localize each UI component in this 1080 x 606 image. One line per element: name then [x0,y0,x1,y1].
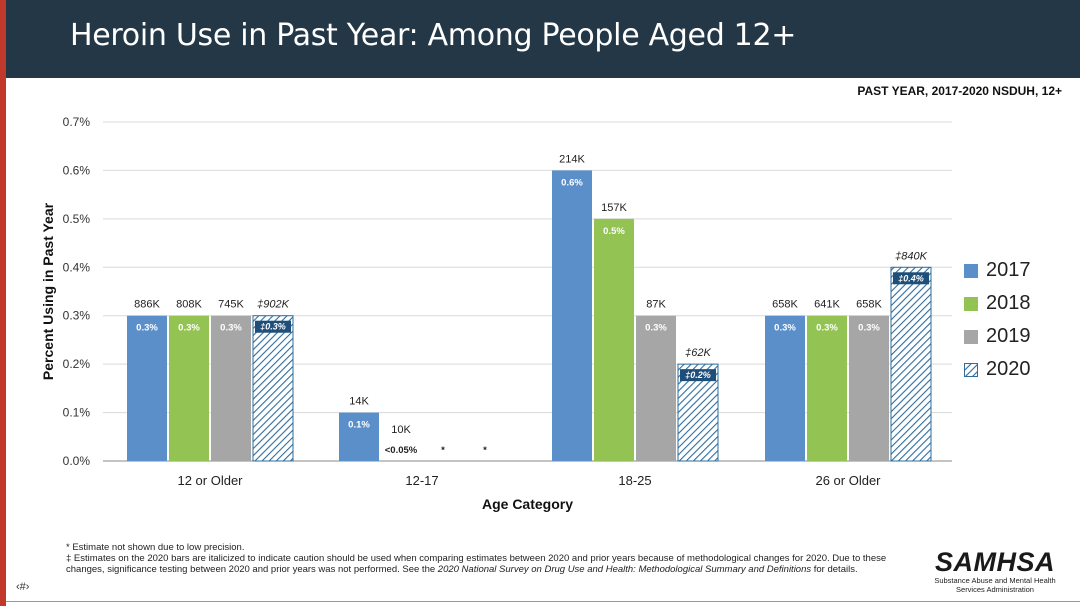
source-tag: PAST YEAR, 2017-2020 NSDUH, 12+ [857,84,1062,98]
y-axis-label: Percent Using in Past Year [40,202,56,380]
y-tick-label: 0.6% [63,163,91,177]
data-label: 0.3% [136,323,158,334]
x-axis-label: Age Category [482,496,573,512]
bar-2017-0 [127,315,167,461]
data-label: ‡0.2% [685,370,711,380]
count-label: 157K [601,202,627,214]
data-label-box [893,272,929,285]
bar-2018-3 [807,315,847,461]
accent-bar [0,0,6,606]
legend-swatch-2019 [964,329,978,344]
count-label: 886K [134,299,160,311]
x-tick-label: 12-17 [405,473,438,488]
count-label: ‡840K [895,250,927,262]
count-label: 641K [814,299,840,311]
data-label: * [483,445,487,456]
footnote-2020-text-a: ‡ Estimates on the 2020 bars are italici… [66,553,887,575]
data-label: 0.3% [178,323,200,334]
data-label: 0.5% [603,226,625,237]
x-tick-label: 26 or Older [815,473,881,488]
footnotes: * Estimate not shown due to low precisio… [66,542,906,575]
data-label: <0.05% [385,445,418,456]
data-label: 0.3% [858,323,880,334]
logo-subtitle: Substance Abuse and Mental Health Servic… [934,576,1056,594]
bar-2017-1 [339,412,379,461]
count-label: ‡902K [257,299,289,311]
legend-label-2019: 2019 [986,325,1031,347]
legend: 2017 2018 2019 2020 [964,254,1031,386]
data-label: 0.3% [220,323,242,334]
y-tick-label: 0.7% [63,115,91,129]
data-label: 0.3% [816,323,838,334]
legend-item-2017: 2017 [964,254,1031,287]
title-banner: Heroin Use in Past Year: Among People Ag… [6,0,1080,78]
data-label: 0.3% [645,323,667,334]
footnote-2020-text-b: for details. [811,564,858,575]
legend-swatch-2018 [964,296,978,311]
data-label: * [441,445,445,456]
count-label: ‡62K [685,347,711,359]
x-tick-label: 12 or Older [177,473,243,488]
legend-label-2017: 2017 [986,259,1031,281]
legend-label-2018: 2018 [986,292,1031,314]
data-label: ‡0.4% [898,273,924,283]
legend-item-2018: 2018 [964,287,1031,320]
bar-2018-0 [169,315,209,461]
count-label: 808K [176,299,202,311]
legend-swatch-2017 [964,263,978,278]
count-label: 658K [772,299,798,311]
data-label: 0.1% [348,420,370,431]
data-label-box [680,369,716,382]
count-label: 745K [218,299,244,311]
bar-2019-3 [849,315,889,461]
footnote-2020-caution: ‡ Estimates on the 2020 bars are italici… [66,553,906,575]
footnote-2020-report-title: 2020 National Survey on Drug Use and Hea… [437,564,812,575]
data-label-box [255,320,291,333]
data-label: 0.3% [774,323,796,334]
samhsa-logo: SAMHSA Substance Abuse and Mental Health… [930,548,1060,594]
count-label: 14K [349,396,369,408]
bar-2020-3 [890,266,932,462]
data-label: ‡0.3% [260,322,286,332]
y-tick-label: 0.4% [63,260,91,274]
bar-2018-2 [594,218,634,461]
y-tick-label: 0.1% [63,406,91,420]
footnote-low-precision: * Estimate not shown due to low precisio… [66,542,245,553]
bar-2019-0 [211,315,251,461]
y-tick-label: 0.3% [63,309,91,323]
legend-label-2020: 2020 [986,358,1031,380]
slide-title: Heroin Use in Past Year: Among People Ag… [70,18,797,53]
legend-item-2019: 2019 [964,320,1031,353]
x-tick-label: 18-25 [618,473,651,488]
count-label: 658K [856,299,882,311]
y-tick-label: 0.2% [63,357,91,371]
count-label: 87K [646,299,666,311]
legend-item-2020: 2020 [964,353,1031,386]
bar-2017-3 [765,315,805,461]
bar-2019-2 [636,315,676,461]
page-number: ‹#› [16,581,30,593]
bottom-divider [6,601,1080,602]
count-label: 214K [559,153,585,165]
y-tick-label: 0.5% [63,212,91,226]
bar-2020-0 [252,315,294,462]
legend-swatch-2020 [964,362,978,377]
y-tick-label: 0.0% [63,454,91,468]
logo-wordmark: SAMHSA [934,547,1055,577]
bar-chart: 0.0% 0.1% 0.2% 0.3% 0.4% 0.5% 0.6% 0.7% Percent … [40,115,952,512]
bar-2017-2 [552,170,592,461]
data-label: 0.6% [561,177,583,188]
count-label: 10K [391,424,411,436]
